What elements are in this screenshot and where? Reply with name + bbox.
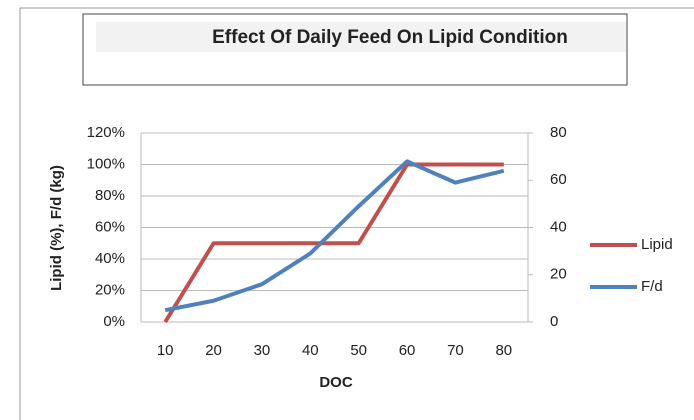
series-line xyxy=(164,159,505,313)
y-tick-label: 80% xyxy=(95,187,125,204)
y-axis-label: Lipid (%), F/d (kg) xyxy=(48,165,65,291)
y-tick-label: 40% xyxy=(95,250,125,267)
y-tick-label: 0% xyxy=(103,313,125,330)
x-tick-label: 10 xyxy=(157,342,174,359)
y2-tick-label: 0 xyxy=(550,313,558,330)
y-tick-label: 120% xyxy=(87,124,125,141)
x-tick-label: 50 xyxy=(350,342,367,359)
y-tick-label: 20% xyxy=(95,281,125,298)
y-tick-label: 60% xyxy=(95,218,125,235)
y2-tick-label: 20 xyxy=(550,266,567,283)
x-tick-label: 30 xyxy=(254,342,271,359)
x-tick-label: 80 xyxy=(495,342,512,359)
x-tick-label: 60 xyxy=(399,342,416,359)
x-tick-label: 40 xyxy=(302,342,319,359)
x-axis-label: DOC xyxy=(319,374,353,391)
x-tick-label: 70 xyxy=(447,342,464,359)
y-tick-label: 100% xyxy=(87,155,125,172)
legend-label: F/d xyxy=(641,278,663,295)
x-tick-label: 20 xyxy=(205,342,222,359)
legend-label: Lipid xyxy=(641,236,673,253)
chart-border xyxy=(19,7,694,420)
title-band xyxy=(96,22,626,52)
chart-title: Effect Of Daily Feed On Lipid Condition xyxy=(212,27,568,48)
y2-tick-label: 80 xyxy=(550,124,567,141)
series-line xyxy=(163,162,504,324)
y2-tick-label: 40 xyxy=(550,218,567,235)
y2-tick-label: 60 xyxy=(550,171,567,188)
